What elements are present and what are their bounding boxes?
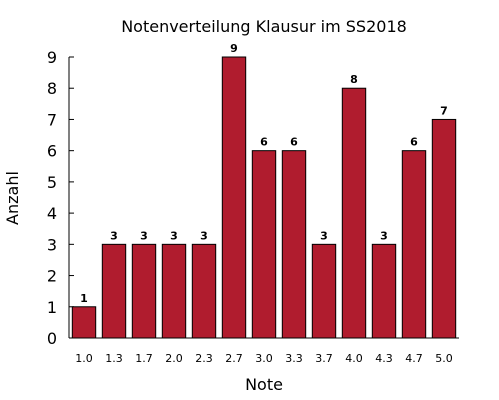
chart-title: Notenverteilung Klausur im SS2018 — [121, 17, 407, 36]
y-tick-label: 1 — [47, 298, 57, 317]
x-tick-label: 1.0 — [75, 352, 93, 365]
bar — [191, 243, 217, 339]
plot-area: 0 1 2 3 4 5 6 7 8 9 1 1.0 3 1.3 3 1.7 3 2.0 3 2.3 9 2.7 6 3.0 6 3… — [47, 42, 459, 365]
data-label: 6 — [260, 136, 268, 149]
x-tick-label: 2.7 — [225, 352, 243, 365]
x-tick-label: 1.7 — [135, 352, 153, 365]
y-tick-label: 3 — [47, 235, 57, 254]
data-label: 1 — [80, 292, 88, 305]
bar — [401, 150, 427, 339]
bar — [221, 56, 247, 339]
bar — [161, 243, 187, 339]
bar — [371, 243, 397, 339]
x-tick-label: 5.0 — [435, 352, 453, 365]
data-label: 6 — [290, 136, 298, 149]
bar — [431, 118, 457, 339]
data-label: 3 — [170, 229, 178, 242]
data-label: 3 — [320, 229, 328, 242]
y-tick-label: 8 — [47, 79, 57, 98]
data-label: 6 — [410, 136, 418, 149]
data-label: 3 — [200, 229, 208, 242]
y-axis-label: Anzahl — [3, 171, 22, 225]
bar — [281, 150, 307, 339]
x-tick-label: 4.3 — [375, 352, 393, 365]
data-label: 7 — [440, 104, 448, 117]
bar — [71, 306, 97, 339]
y-tick-label: 9 — [47, 48, 57, 67]
bar — [101, 243, 127, 339]
data-label: 3 — [140, 229, 148, 242]
data-label: 8 — [350, 73, 358, 86]
y-tick-label: 0 — [47, 329, 57, 348]
x-tick-label: 4.7 — [405, 352, 423, 365]
y-tick-label: 4 — [47, 204, 57, 223]
bar — [341, 87, 367, 339]
x-tick-label: 4.0 — [345, 352, 363, 365]
bar — [251, 150, 277, 339]
y-tick-label: 6 — [47, 142, 57, 161]
y-tick-label: 2 — [47, 267, 57, 286]
bar — [311, 243, 337, 339]
bar — [131, 243, 157, 339]
x-axis-label: Note — [245, 375, 283, 394]
data-label: 3 — [110, 229, 118, 242]
x-tick-label: 3.3 — [285, 352, 303, 365]
x-tick-label: 2.0 — [165, 352, 183, 365]
data-label: 3 — [380, 229, 388, 242]
data-label: 9 — [230, 42, 238, 55]
y-tick-label: 7 — [47, 110, 57, 129]
y-tick-label: 5 — [47, 173, 57, 192]
x-tick-label: 1.3 — [105, 352, 123, 365]
x-tick-label: 2.3 — [195, 352, 213, 365]
x-tick-label: 3.0 — [255, 352, 273, 365]
x-tick-label: 3.7 — [315, 352, 333, 365]
